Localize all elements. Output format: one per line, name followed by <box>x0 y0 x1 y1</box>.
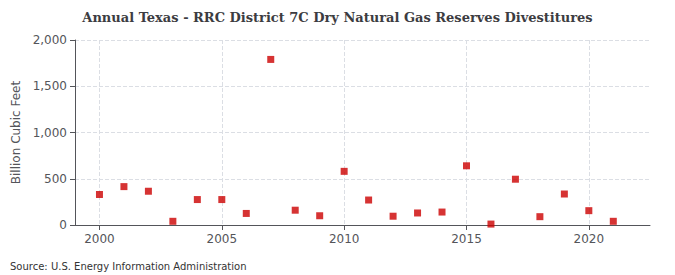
svg-text:2000: 2000 <box>84 232 115 246</box>
svg-text:500: 500 <box>44 172 67 186</box>
svg-text:2010: 2010 <box>329 232 360 246</box>
svg-text:2020: 2020 <box>574 232 605 246</box>
svg-text:Billion Cubic Feet: Billion Cubic Feet <box>9 81 23 185</box>
svg-text:2005: 2005 <box>207 232 238 246</box>
svg-text:1,000: 1,000 <box>33 126 67 140</box>
svg-text:Annual Texas - RRC District 7C: Annual Texas - RRC District 7C Dry Natur… <box>81 10 592 25</box>
svg-text:Source: U.S. Energy Informatio: Source: U.S. Energy Information Administ… <box>10 261 247 272</box>
svg-text:1,500: 1,500 <box>33 79 67 93</box>
svg-text:2,000: 2,000 <box>33 33 67 47</box>
svg-text:2015: 2015 <box>451 232 482 246</box>
svg-text:0: 0 <box>59 218 67 232</box>
